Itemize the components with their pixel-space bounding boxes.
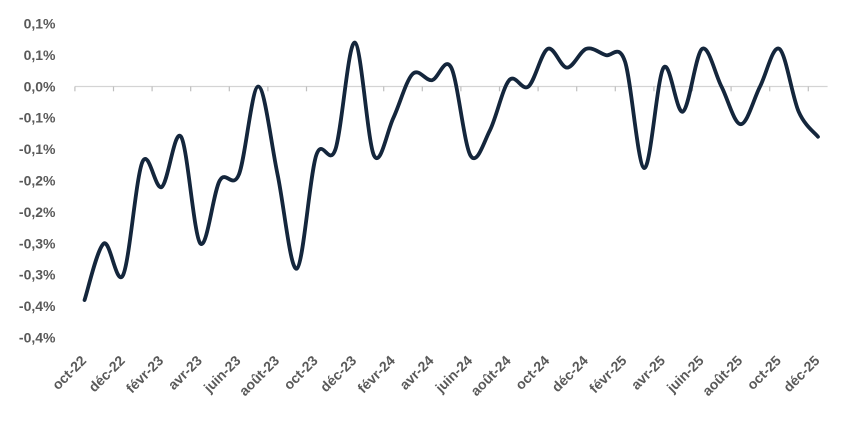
x-tick-label: févr-25 — [586, 352, 630, 396]
x-tick-label: avr-24 — [396, 352, 437, 393]
y-tick-label: 0,1% — [24, 47, 56, 63]
x-tick-label: févr-23 — [123, 352, 167, 396]
x-tick-label: déc-22 — [85, 352, 128, 395]
y-tick-label: -0,4% — [19, 330, 56, 346]
x-tick-label: déc-23 — [317, 352, 360, 395]
x-tick-label: févr-24 — [354, 352, 398, 396]
x-tick-label: août-23 — [236, 352, 283, 399]
y-tick-label: -0,2% — [19, 204, 56, 220]
y-tick-label: -0,3% — [19, 235, 56, 251]
x-tick-label: oct-24 — [512, 352, 553, 393]
y-tick-label: -0,2% — [19, 173, 56, 189]
x-tick-label: oct-25 — [744, 352, 785, 393]
y-tick-label: -0,1% — [19, 110, 56, 126]
x-tick-label: avr-25 — [628, 352, 669, 393]
y-tick-label: 0,1% — [24, 16, 56, 32]
x-tick-label: avr-23 — [165, 352, 206, 393]
y-tick-label: -0,4% — [19, 298, 56, 314]
y-tick-label: -0,3% — [19, 267, 56, 283]
series-line — [82, 40, 820, 302]
y-axis-labels: 0,1% 0,1% 0,0% -0,1% -0,1% -0,2% -0,2% -0,3% -0,… — [19, 16, 56, 346]
y-tick-label: -0,1% — [19, 141, 56, 157]
x-tick-label: oct-22 — [49, 352, 90, 393]
x-axis-labels: oct-22déc-22févr-23avr-23juin-23août-23o… — [49, 352, 823, 399]
x-tick-label: août-25 — [699, 352, 746, 399]
x-tick-label: déc-24 — [548, 352, 591, 395]
x-tick-label: déc-25 — [780, 352, 823, 395]
x-axis-ticks — [74, 86, 809, 92]
y-tick-label: 0,0% — [24, 78, 56, 94]
x-tick-label: août-24 — [467, 352, 514, 399]
x-tick-label: oct-23 — [280, 352, 321, 393]
